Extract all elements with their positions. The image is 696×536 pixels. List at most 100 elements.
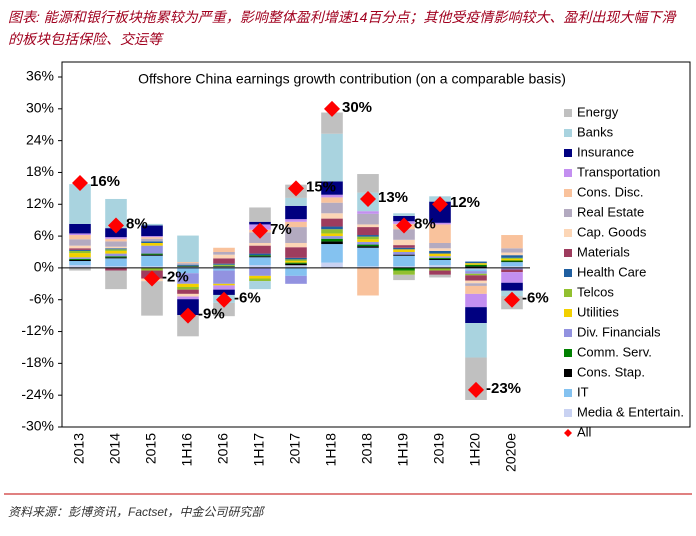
bar-segment [213,252,235,255]
all-marker [180,307,196,324]
bar-segment [501,248,523,253]
legend-label: Telcos [577,284,614,299]
bar-segment [357,247,379,267]
bar-segment [69,261,91,266]
data-label: 12% [450,194,480,211]
bar-segment [249,257,271,266]
all-marker [396,217,412,234]
bar-segment [357,239,379,242]
legend-label: Insurance [577,144,634,159]
bar-segment [69,235,91,240]
bar-segment [141,245,163,254]
bar-segment [501,262,523,267]
bar-segment [357,211,379,214]
bar-segment [393,255,415,267]
bar-segment [501,258,523,261]
bar-segment [105,253,127,257]
bar-segment [321,112,343,134]
x-tick-label: 2018 [359,433,375,464]
x-tick-label: 1H20 [467,433,483,467]
legend-label: Cons. Stap. [577,364,645,379]
bar-segment [285,259,307,262]
data-label: 13% [378,189,408,206]
bar-segment [393,254,415,256]
all-marker [252,222,268,239]
bar-segment [177,262,199,264]
bar-segment [69,239,91,246]
legend-label: Media & Entertain. [577,404,684,419]
bar-segment [285,275,307,284]
bar-segment [429,270,451,275]
legend-label: Comm. Serv. [577,344,652,359]
bar-segment [105,249,127,251]
bar-segment [357,266,379,268]
y-tick-label: 0% [34,259,54,275]
bar-segment [465,280,487,284]
bar-segment [465,275,487,281]
bar-segment [357,213,379,225]
bar-segment [321,181,343,195]
data-label: -6% [522,290,549,307]
bar-segment [501,269,523,273]
bar-segment [105,248,127,250]
bar-segment [393,249,415,252]
data-label: 8% [414,215,436,232]
legend-swatch [564,149,572,157]
legend-swatch [564,389,572,397]
bar-segment [249,278,271,282]
y-tick-label: -12% [21,322,54,338]
bar-segment [105,266,127,268]
legend-label: Materials [577,244,630,259]
bar-segment [285,261,307,263]
bar-segment [429,258,451,260]
bar-segment [105,256,127,258]
legend-swatch [564,249,572,257]
bar-segment [501,267,523,270]
y-tick-label: 12% [26,195,54,211]
bar-segment [285,242,307,248]
source: 资料来源：彭博资讯，Factset，中金公司研究部 [8,505,264,519]
bar-segment [213,247,235,252]
bar-segment [249,207,271,222]
bar-segment [177,299,199,316]
bar-segment [465,264,487,267]
bar-segment [357,244,379,247]
bar-segment [213,264,235,266]
legend-label: Utilities [577,304,619,319]
legend-label: All [577,424,592,439]
bar-segment [177,263,199,265]
bar-segment [69,259,91,262]
x-tick-label: 2013 [71,433,87,464]
bar-segment [69,253,91,258]
bar-segment [357,174,379,193]
bar-segment [105,246,127,249]
bar-segment [429,224,451,243]
bar-segment [285,219,307,222]
legend-swatch [564,369,572,377]
bar-segment [393,267,415,271]
bar-segment [141,253,163,255]
x-tick-label: 1H18 [323,433,339,467]
legend-label: Energy [577,104,619,119]
bar-segment [177,266,199,268]
legend-label: Cons. Disc. [577,184,643,199]
bar-segment [105,270,127,290]
y-tick-label: 24% [26,131,54,147]
bar-segment [321,218,343,227]
all-marker [324,100,340,117]
x-tick-label: 1H16 [179,433,195,467]
bar-segment [285,263,307,266]
legend-swatch [564,269,572,277]
all-marker [108,217,124,234]
x-tick-label: 2020e [503,433,519,472]
bar-segment [69,184,91,224]
all-marker [144,270,160,287]
all-marker [360,190,376,207]
bar-segment [429,257,451,259]
bar-segment [213,254,235,259]
bar-segment [249,281,271,290]
bar-segment [285,247,307,258]
bar-segment [177,235,199,263]
bar-segment [285,227,307,243]
y-tick-label: 30% [26,100,54,116]
